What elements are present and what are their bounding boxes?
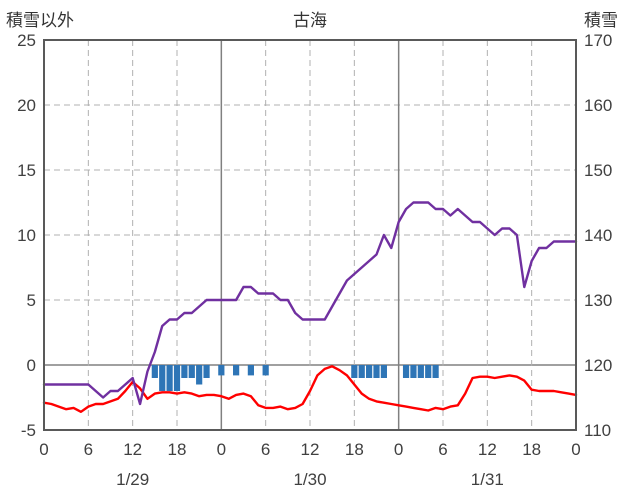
left-axis-tick-label: 20 [17, 96, 36, 115]
purple_line [42, 201, 578, 406]
blue_bars-bar [432, 365, 439, 378]
left-axis-tick-label: 0 [27, 356, 36, 375]
left-axis-tick-label: 10 [17, 226, 36, 245]
right-axis-tick-label: 120 [584, 356, 612, 375]
x-axis-tick-label: 6 [84, 440, 93, 459]
left-axis-tick-label: -5 [21, 421, 36, 440]
right-axis-title: 積雪 [584, 11, 618, 30]
chart-header: 積雪以外 古海 積雪 [0, 6, 636, 32]
x-axis-tick-label: 18 [345, 440, 364, 459]
blue_bars-bar [181, 365, 188, 378]
left-axis-tick-label: 5 [27, 291, 36, 310]
date-label: 1/30 [293, 470, 326, 489]
right-axis-tick-label: 170 [584, 31, 612, 50]
x-axis-tick-label: 0 [571, 440, 580, 459]
blue_bars-bar [366, 365, 373, 378]
blue_bars-bar [166, 365, 173, 391]
blue_bars-bar [203, 365, 210, 378]
blue_bars-bar [151, 365, 158, 378]
blue_bars-bar [218, 365, 225, 376]
plot-border [43, 39, 577, 431]
left-axis-tick-label: 15 [17, 161, 36, 180]
right-axis-tick-label: 150 [584, 161, 612, 180]
blue_bars-bar [159, 365, 166, 391]
blue_bars-bar [262, 365, 269, 376]
blue_bars-bar [196, 365, 203, 385]
right-axis-tick-label: 110 [584, 421, 611, 440]
right-axis-tick-label: 140 [584, 226, 612, 245]
date-label: 1/29 [116, 470, 149, 489]
right-axis-tick-label: 160 [584, 96, 612, 115]
right-axis-tick-label: 130 [584, 291, 612, 310]
x-axis-tick-label: 12 [301, 440, 320, 459]
x-axis-tick-label: 0 [39, 440, 48, 459]
blue_bars-bar [351, 365, 358, 378]
blue_bars-bar [233, 365, 240, 376]
left-axis-title: 積雪以外 [6, 11, 74, 30]
left-axis-tick-label: 25 [17, 31, 36, 50]
x-axis-tick-label: 18 [168, 440, 187, 459]
x-axis-tick-label: 12 [478, 440, 497, 459]
blue_bars-bar [247, 365, 254, 376]
blue_bars-bar [425, 365, 432, 378]
date-label: 1/31 [471, 470, 504, 489]
blue_bars-bar [402, 365, 410, 378]
blue_bars-bar [410, 365, 417, 378]
blue_bars-bar [188, 365, 195, 378]
blue_bars-bar [173, 365, 181, 391]
blue_bars-bar [380, 365, 387, 378]
x-axis-tick-label: 12 [123, 440, 142, 459]
chart-title: 古海 [293, 11, 327, 30]
x-axis-tick-label: 6 [438, 440, 447, 459]
x-axis-tick-label: 0 [394, 440, 403, 459]
x-axis-tick-label: 6 [261, 440, 270, 459]
blue_bars-bar [358, 365, 365, 378]
x-axis-tick-label: 0 [217, 440, 226, 459]
blue_bars-bar [417, 365, 424, 378]
x-axis-tick-label: 18 [522, 440, 541, 459]
blue_bars-bar [373, 365, 380, 378]
